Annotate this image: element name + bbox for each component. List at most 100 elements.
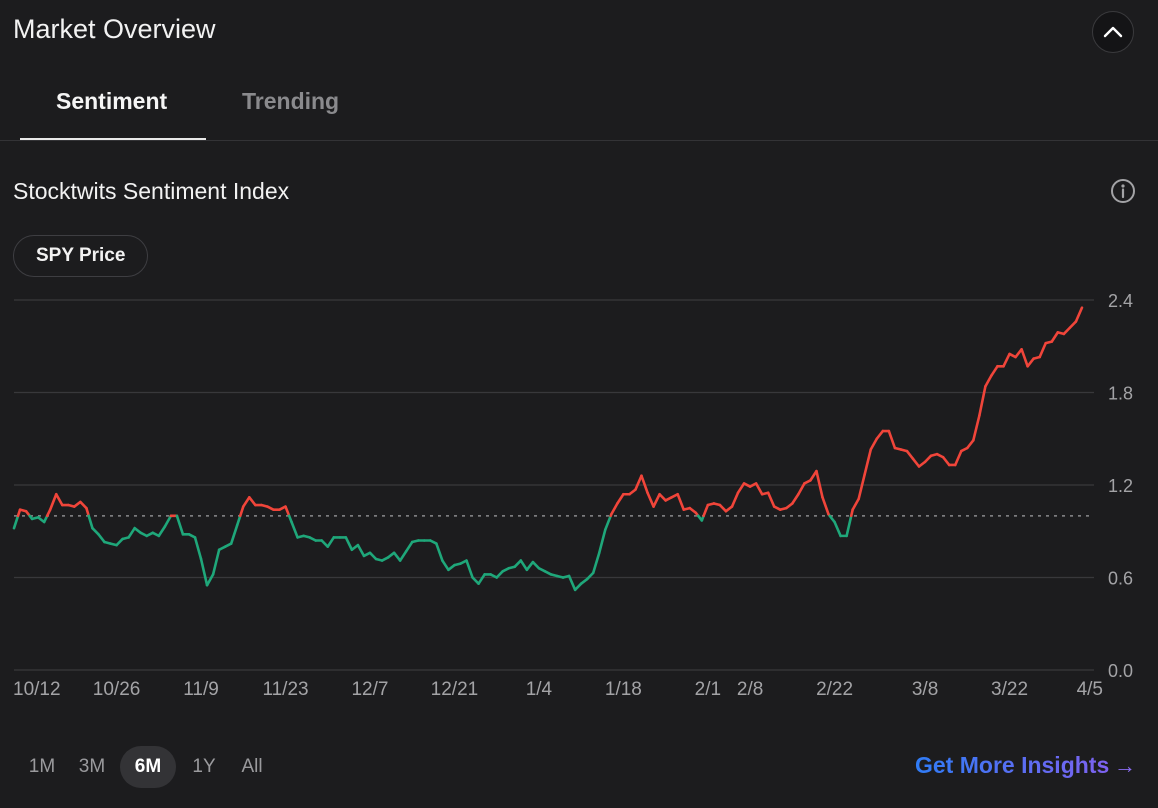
sentiment-line-segment	[163, 514, 173, 528]
sentiment-line-segment	[1074, 306, 1084, 323]
sentiment-line-segment	[730, 491, 740, 508]
sentiment-line-segment	[923, 454, 933, 464]
get-more-insights-link[interactable]: Get More Insights	[915, 752, 1110, 778]
sentiment-line-segment	[658, 492, 667, 502]
sentiment-line-segment	[477, 573, 486, 585]
sentiment-line-segment	[284, 505, 291, 518]
sentiment-line-segment	[676, 492, 686, 511]
sentiment-line-segment	[525, 560, 535, 572]
y-tick-label: 0.0	[1108, 661, 1133, 681]
info-icon[interactable]	[1110, 178, 1136, 204]
range-all[interactable]: All	[241, 756, 263, 777]
sentiment-line-segment	[754, 482, 764, 496]
range-1m[interactable]: 1M	[28, 756, 56, 777]
range-selector: 1M 3M 6M 1Y All	[20, 746, 274, 788]
sentiment-line-segment	[157, 525, 167, 538]
sentiment-line-segment	[235, 514, 242, 527]
sentiment-line-segment	[869, 437, 879, 451]
sentiment-line-segment	[585, 571, 595, 581]
x-tick-label: 3/8	[912, 679, 938, 700]
x-tick-label: 10/26	[93, 679, 141, 700]
sentiment-line-segment	[821, 496, 830, 516]
sentiment-chart: 0.0 0.6 1.2 1.8 2.4 10/12 10/26 11/9 11/23 12/7 12…	[12, 291, 1133, 700]
sentiment-line-segment	[833, 520, 842, 538]
y-tick-label: 1.2	[1108, 476, 1133, 496]
sentiment-line-segment	[241, 496, 251, 508]
sentiment-line-segment	[603, 514, 613, 532]
x-tick-label: 12/7	[351, 679, 388, 700]
sentiment-line-segment	[828, 514, 836, 524]
tab-sentiment[interactable]: Sentiment	[56, 88, 168, 114]
sentiment-line-segment	[597, 528, 607, 555]
sentiment-line-segment	[193, 536, 203, 561]
sentiment-line-segment	[79, 500, 88, 510]
x-tick-label: 1/18	[605, 679, 642, 700]
y-tick-label: 0.6	[1108, 569, 1133, 589]
collapse-button[interactable]	[1092, 11, 1134, 53]
tab-bar: Sentiment Trending	[0, 70, 1158, 141]
y-tick-label: 2.4	[1108, 291, 1133, 311]
sentiment-line-segment	[965, 438, 975, 450]
sentiment-line-segment	[857, 472, 867, 501]
sentiment-line-segment	[205, 573, 215, 587]
sentiment-line-segment	[115, 537, 124, 547]
sentiment-line-segment	[495, 570, 505, 579]
sentiment-line-segment	[1062, 326, 1072, 336]
sentiment-line-segment	[465, 559, 474, 579]
chevron-up-icon	[1103, 26, 1123, 38]
range-6m[interactable]: 6M	[120, 746, 176, 788]
sentiment-line-segment	[573, 582, 583, 592]
range-3m[interactable]: 3M	[78, 756, 106, 777]
sentiment-line-segment	[290, 520, 299, 539]
active-tab-indicator	[20, 138, 206, 140]
x-tick-label: 4/5	[1077, 679, 1103, 700]
range-1y[interactable]: 1Y	[192, 756, 216, 777]
x-tick-label: 2/22	[816, 679, 853, 700]
spy-price-toggle[interactable]: SPY Price	[13, 235, 149, 277]
sentiment-line-segment	[392, 551, 402, 562]
x-tick-label: 2/8	[737, 679, 763, 700]
sentiment-line-segment	[990, 364, 999, 377]
arrow-right-icon[interactable]: →	[1114, 753, 1136, 778]
section-title: Stocktwits Sentiment Index	[13, 178, 290, 204]
x-tick-label: 3/22	[991, 679, 1028, 700]
sentiment-line-segment	[12, 514, 20, 530]
sentiment-line-segment	[1002, 352, 1011, 368]
sentiment-line-segment	[175, 514, 185, 536]
sentiment-line-segment	[441, 559, 450, 572]
sentiment-line-segment	[320, 539, 330, 548]
sentiment-line-segment	[797, 482, 806, 496]
x-tick-label: 10/12	[13, 679, 61, 700]
sentiment-line-segment	[404, 540, 414, 553]
sentiment-line-segment	[736, 482, 746, 495]
sentiment-line-segment	[634, 474, 643, 491]
sentiment-line-segment	[652, 492, 661, 508]
sentiment-line-segment	[640, 474, 649, 495]
sentiment-line-segment	[591, 551, 601, 575]
sentiment-line-segment	[1050, 331, 1060, 343]
sentiment-line-segment	[344, 536, 354, 552]
sentiment-line-segment	[766, 491, 776, 508]
sentiment-line-segment	[887, 429, 897, 450]
x-tick-label: 11/9	[183, 679, 219, 700]
sentiment-line-segment	[87, 514, 94, 530]
sentiment-line-segment	[531, 560, 541, 570]
sentiment-line-segment	[1038, 341, 1048, 359]
x-tick-label: 1/4	[526, 679, 553, 700]
sentiment-line-segment	[978, 385, 987, 417]
sentiment-line-segment	[646, 491, 655, 508]
sentiment-line-segment	[851, 497, 860, 511]
sentiment-line-segment	[326, 536, 336, 548]
sentiment-line-segment	[809, 469, 818, 482]
sentiment-line-segment	[248, 496, 257, 507]
sentiment-line-segment	[610, 502, 619, 516]
sentiment-line-segment	[953, 449, 963, 467]
sentiment-line-segment	[567, 574, 577, 592]
sentiment-line-segment	[911, 457, 921, 468]
tab-trending[interactable]: Trending	[242, 88, 340, 114]
page-title: Market Overview	[13, 14, 216, 44]
sentiment-line-segment	[127, 526, 136, 539]
sentiment-line-segment	[471, 576, 480, 585]
sentiment-line-segment	[229, 523, 239, 545]
sentiment-line-segment	[941, 455, 951, 467]
